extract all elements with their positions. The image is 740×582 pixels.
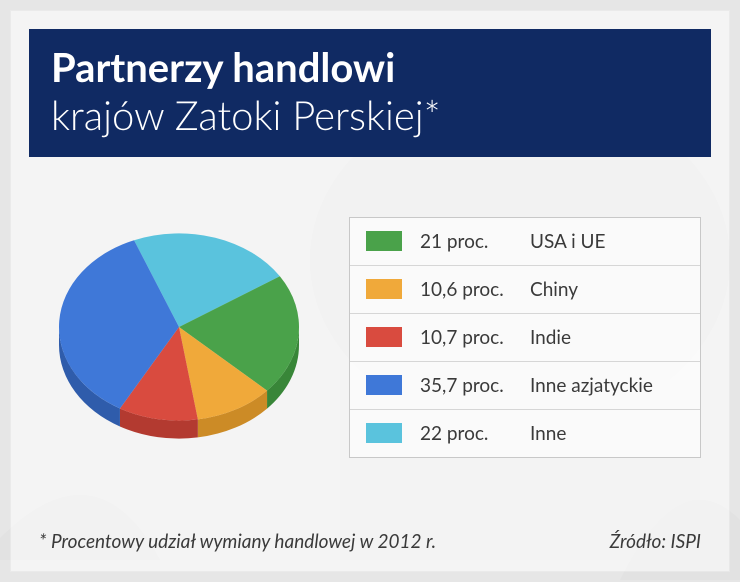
pie-chart [39, 197, 319, 477]
legend-label: USA i UE [530, 230, 684, 253]
legend: 21 proc.USA i UE10,6 proc.Chiny10,7 proc… [349, 217, 701, 458]
legend-row: 10,7 proc.Indie [350, 314, 700, 362]
legend-label: Inne azjatyckie [530, 374, 684, 397]
footer: * Procentowy udział wymiany handlowej w … [39, 530, 701, 553]
legend-label: Inne [530, 422, 684, 445]
legend-row: 10,6 proc.Chiny [350, 266, 700, 314]
title-line-2: krajów Zatoki Perskiej* [51, 91, 689, 139]
legend-swatch [366, 375, 402, 395]
legend-percent: 22 proc. [420, 422, 530, 445]
legend-row: 21 proc.USA i UE [350, 218, 700, 266]
title-line-1: Partnerzy handlowi [51, 43, 689, 91]
source: Źródło: ISPI [610, 530, 701, 553]
legend-row: 35,7 proc.Inne azjatyckie [350, 362, 700, 410]
legend-label: Chiny [530, 278, 684, 301]
legend-percent: 35,7 proc. [420, 374, 530, 397]
legend-row: 22 proc.Inne [350, 410, 700, 457]
legend-swatch [366, 279, 402, 299]
legend-swatch [366, 327, 402, 347]
legend-percent: 21 proc. [420, 230, 530, 253]
legend-percent: 10,7 proc. [420, 326, 530, 349]
legend-percent: 10,6 proc. [420, 278, 530, 301]
legend-label: Indie [530, 326, 684, 349]
card: Partnerzy handlowi krajów Zatoki Perskie… [10, 10, 730, 572]
chart-title-box: Partnerzy handlowi krajów Zatoki Perskie… [29, 29, 711, 157]
footnote: * Procentowy udział wymiany handlowej w … [39, 530, 436, 553]
chart-content: 21 proc.USA i UE10,6 proc.Chiny10,7 proc… [11, 157, 729, 487]
legend-swatch [366, 423, 402, 443]
legend-swatch [366, 231, 402, 251]
